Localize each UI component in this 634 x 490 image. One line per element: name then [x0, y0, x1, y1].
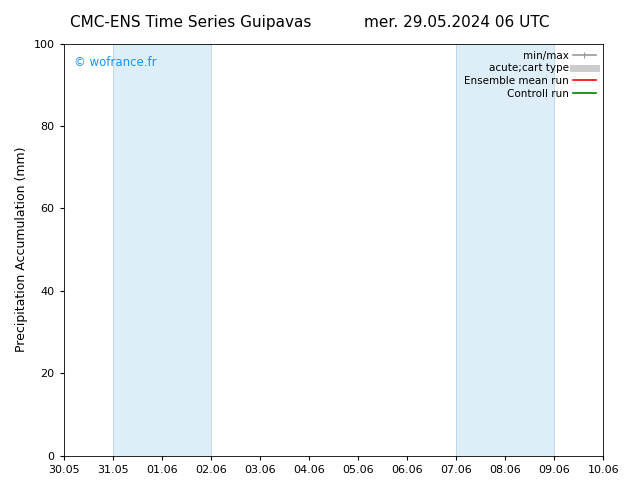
Bar — [456, 44, 554, 456]
Text: mer. 29.05.2024 06 UTC: mer. 29.05.2024 06 UTC — [364, 15, 549, 30]
Bar — [113, 44, 210, 456]
Text: CMC-ENS Time Series Guipavas: CMC-ENS Time Series Guipavas — [70, 15, 311, 30]
Y-axis label: Precipitation Accumulation (mm): Precipitation Accumulation (mm) — [15, 147, 28, 352]
Text: © wofrance.fr: © wofrance.fr — [74, 56, 157, 69]
Legend: min/max, acute;cart type, Ensemble mean run, Controll run: min/max, acute;cart type, Ensemble mean … — [462, 49, 598, 100]
